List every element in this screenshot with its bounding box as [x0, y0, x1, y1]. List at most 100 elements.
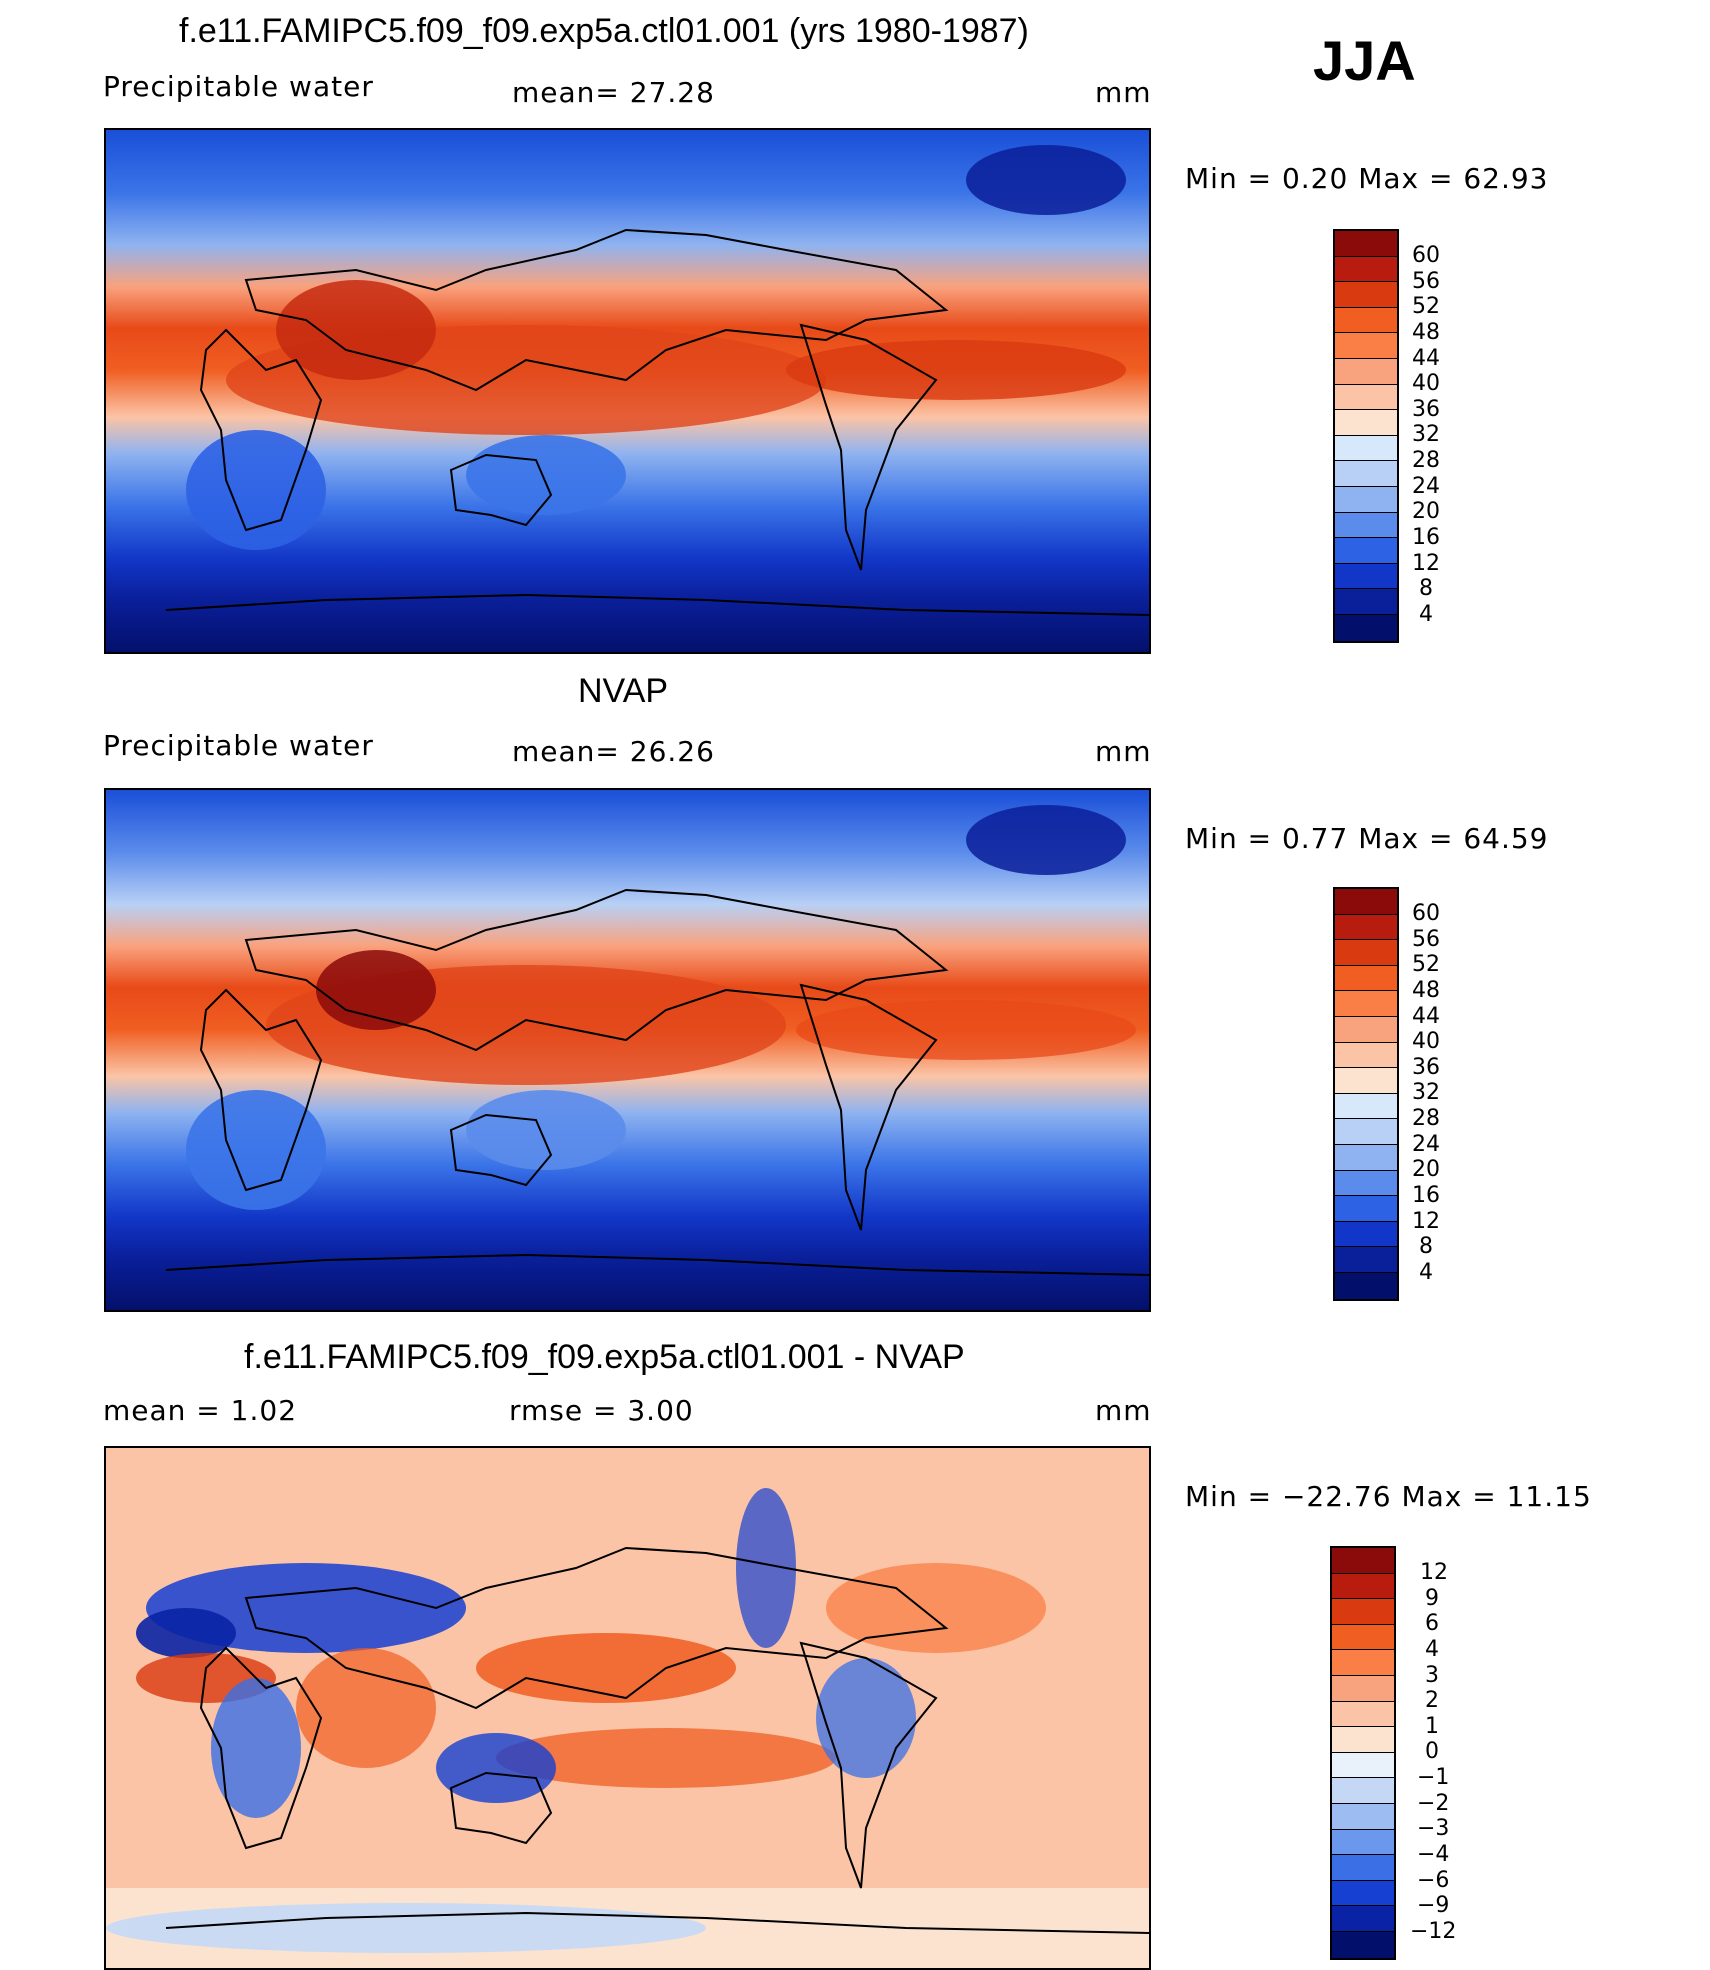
panel2-cbar-label: 28: [1412, 1106, 1440, 1131]
panel2-cbar-label: 44: [1412, 1004, 1440, 1029]
panel2-cbar-swatch: [1335, 1272, 1397, 1299]
panel3-cbar-label: −6: [1417, 1868, 1450, 1893]
panel1-cbar-swatch: [1335, 512, 1397, 539]
panel2-cbar-swatch: [1335, 889, 1397, 915]
panel3-cbar-label: 12: [1420, 1560, 1448, 1585]
panel1-cbar-label: 36: [1412, 397, 1440, 422]
panel3-mean: mean = 1.02: [103, 1394, 298, 1427]
panel3-cbar-swatch: [1332, 1880, 1394, 1907]
panel2-cbar-swatch: [1335, 1170, 1397, 1197]
panel1-cbar-swatch: [1335, 563, 1397, 590]
panel3-minmax: Min = −22.76 Max = 11.15: [1185, 1480, 1592, 1513]
panel2-mean: mean= 26.26: [512, 735, 715, 768]
panel3-rmse: rmse = 3.00: [509, 1394, 694, 1427]
panel3-coastlines: [165, 1546, 1149, 1934]
panel2-cbar-swatch: [1335, 1119, 1397, 1145]
panel3-title: f.e11.FAMIPC5.f09_f09.exp5a.ctl01.001 - …: [244, 1338, 965, 1376]
panel2-cbar-label: 48: [1412, 978, 1440, 1003]
panel3-cbar-label: 1: [1425, 1714, 1439, 1739]
panel2-map: [104, 788, 1151, 1312]
panel3-cbar-swatch: [1332, 1855, 1394, 1881]
panel3-cbar-swatch: [1332, 1727, 1394, 1753]
panel3-cbar-label: 4: [1425, 1637, 1439, 1662]
panel3-cbar-swatch: [1332, 1906, 1394, 1932]
panel2-cbar-label: 56: [1412, 927, 1440, 952]
panel3-cbar-label: 3: [1425, 1663, 1439, 1688]
panel2-cbar-swatch: [1335, 1016, 1397, 1043]
panel3-cbar-swatch: [1332, 1752, 1394, 1779]
panel3-cbar-swatch: [1332, 1931, 1394, 1958]
panel3-map: [104, 1446, 1151, 1970]
panel1-units: mm: [1095, 76, 1152, 109]
panel3-cbar-label: 2: [1425, 1688, 1439, 1713]
panel2-cbar-label: 12: [1412, 1209, 1440, 1234]
panel1-cbar-swatch: [1335, 538, 1397, 564]
panel1-cbar-label: 48: [1412, 320, 1440, 345]
panel2-cbar-label: 60: [1412, 901, 1440, 926]
panel1-cbar-label: 20: [1412, 499, 1440, 524]
panel2-units: mm: [1095, 735, 1152, 768]
panel2-cbar-label: 20: [1412, 1157, 1440, 1182]
panel2-title: NVAP: [578, 672, 669, 710]
panel1-map-svg: [106, 130, 1149, 652]
panel1-coastlines: [165, 228, 1149, 616]
panel3-colorbar: [1330, 1546, 1396, 1960]
panel3-cbar-swatch: [1332, 1573, 1394, 1600]
panel2-coastlines: [165, 888, 1149, 1276]
panel2-cbar-label: 24: [1412, 1132, 1440, 1157]
panel2-cbar-label: 36: [1412, 1055, 1440, 1080]
panel1-cbar-swatch: [1335, 358, 1397, 385]
panel3-cbar-label: −3: [1417, 1816, 1450, 1841]
panel3-cbar-swatch: [1332, 1548, 1394, 1574]
panel3-cbar-swatch: [1332, 1599, 1394, 1625]
panel1-cbar-swatch: [1335, 231, 1397, 257]
panel1-minmax: Min = 0.20 Max = 62.93: [1185, 162, 1549, 195]
panel2-cbar-swatch: [1335, 965, 1397, 992]
panel3-cbar-swatch: [1332, 1675, 1394, 1702]
season-label: JJA: [1313, 29, 1416, 92]
panel1-cbar-label: 60: [1412, 243, 1440, 268]
panel1-cbar-swatch: [1335, 589, 1397, 615]
panel2-cbar-swatch: [1335, 1144, 1397, 1171]
panel2-cbar-label: 40: [1412, 1029, 1440, 1054]
panel1-cbar-label: 32: [1412, 422, 1440, 447]
panel1-cbar-swatch: [1335, 384, 1397, 411]
panel1-cbar-swatch: [1335, 614, 1397, 641]
panel1-cbar-label: 12: [1412, 551, 1440, 576]
panel2-cbar-swatch: [1335, 1042, 1397, 1069]
panel1-cbar-label: 28: [1412, 448, 1440, 473]
panel3-cbar-swatch: [1332, 1624, 1394, 1651]
panel1-cbar-label: 52: [1412, 294, 1440, 319]
panel2-cbar-swatch: [1335, 914, 1397, 941]
panel3-cbar-label: −2: [1417, 1791, 1450, 1816]
panel3-cbar-label: −1: [1417, 1765, 1450, 1790]
panel1-variable: Precipitable water: [103, 70, 374, 103]
panel2-cbar-swatch: [1335, 1068, 1397, 1094]
panel2-cbar-label: 16: [1412, 1183, 1440, 1208]
panel2-cbar-label: 52: [1412, 952, 1440, 977]
panel3-cbar-swatch: [1332, 1778, 1394, 1804]
panel1-map: [104, 128, 1151, 654]
panel1-cbar-swatch: [1335, 486, 1397, 513]
panel1-title: f.e11.FAMIPC5.f09_f09.exp5a.ctl01.001 (y…: [179, 12, 1029, 50]
panel2-colorbar: [1333, 887, 1399, 1301]
panel1-cbar-swatch: [1335, 435, 1397, 462]
panel3-map-svg: [106, 1448, 1149, 1968]
panel2-cbar-label: 4: [1419, 1260, 1433, 1285]
panel2-cbar-swatch: [1335, 1221, 1397, 1248]
panel2-minmax: Min = 0.77 Max = 64.59: [1185, 822, 1549, 855]
panel2-variable: Precipitable water: [103, 729, 374, 762]
panel3-cbar-label: −9: [1417, 1893, 1450, 1918]
panel2-cbar-swatch: [1335, 940, 1397, 966]
panel1-cbar-label: 56: [1412, 269, 1440, 294]
panel1-cbar-label: 16: [1412, 525, 1440, 550]
panel1-cbar-swatch: [1335, 333, 1397, 359]
panel1-cbar-swatch: [1335, 256, 1397, 283]
panel1-cbar-label: 4: [1419, 602, 1433, 627]
panel3-cbar-swatch: [1332, 1829, 1394, 1856]
panel2-cbar-label: 32: [1412, 1080, 1440, 1105]
panel2-cbar-swatch: [1335, 1247, 1397, 1273]
panel1-cbar-swatch: [1335, 461, 1397, 487]
panel3-units: mm: [1095, 1394, 1152, 1427]
panel3-cbar-swatch: [1332, 1701, 1394, 1728]
